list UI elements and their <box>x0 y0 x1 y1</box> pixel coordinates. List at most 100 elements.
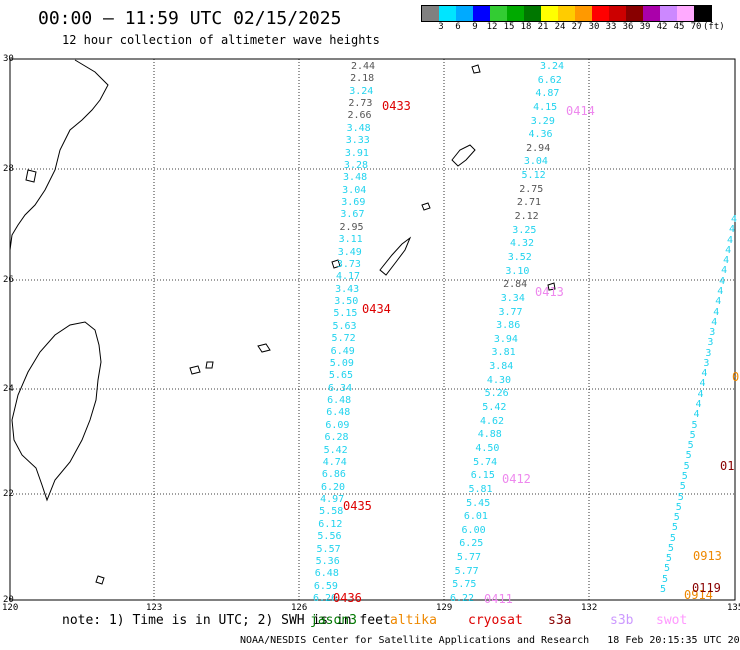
wave-height-value: 3.69 <box>341 197 366 209</box>
wave-height-value: 3.33 <box>345 135 370 147</box>
pass-time-label: 0434 <box>362 302 391 316</box>
wave-height-value: 3.67 <box>340 209 365 221</box>
credit-line: NOAA/NESDIS Center for Satellite Applica… <box>240 635 740 646</box>
wave-height-value: 5.72 <box>331 333 356 345</box>
wave-height-value: 6.48 <box>327 395 352 407</box>
scale-swatch <box>626 6 643 21</box>
wave-height-value: 6.00 <box>461 524 486 536</box>
scale-label: 18 <box>520 22 532 32</box>
island-9 <box>471 64 481 74</box>
wave-height-value: 4 <box>725 244 732 256</box>
wave-height-value: 5.56 <box>317 531 342 543</box>
wave-height-value: 6.26 <box>313 593 338 604</box>
wave-height-value: 4.74 <box>322 456 347 468</box>
pass-time-label: 0413 <box>535 285 564 299</box>
wave-height-value: 4 <box>723 255 730 267</box>
wave-height-value: 6.34 <box>328 382 353 394</box>
wave-height-value: 6.09 <box>325 419 350 431</box>
wave-height-value: 3.24 <box>349 85 374 97</box>
wave-height-value: 5.75 <box>452 579 477 591</box>
scale-swatch <box>490 6 507 21</box>
color-scale-bar <box>421 5 712 22</box>
scale-swatch <box>558 6 575 21</box>
scale-swatch <box>422 6 439 21</box>
lon-label: 123 <box>146 603 163 613</box>
wave-height-value: 5.65 <box>328 370 353 382</box>
wave-height-value: 2.73 <box>348 98 373 110</box>
scale-swatch <box>575 6 592 21</box>
scale-swatch <box>439 6 456 21</box>
scale-swatch <box>473 6 490 21</box>
wave-height-value: 5 <box>685 450 692 462</box>
scale-label: 15 <box>503 22 515 32</box>
graticule <box>10 59 735 600</box>
lon-label: 126 <box>291 603 308 613</box>
scale-swatch <box>541 6 558 21</box>
wave-height-value: 5 <box>683 460 690 472</box>
wave-height-value: 6.25 <box>459 538 484 550</box>
wave-height-value: 5 <box>679 481 686 493</box>
lat-label: 20 <box>3 595 14 605</box>
wave-height-value: 3.48 <box>346 122 371 134</box>
kyushu-coast <box>9 59 109 251</box>
wave-height-value: 4 <box>721 265 728 277</box>
wave-height-value: 4.32 <box>510 238 535 250</box>
wave-height-value: 4.17 <box>335 271 361 283</box>
wave-height-value: 6.62 <box>537 74 562 86</box>
scale-label: (ft) <box>703 22 725 32</box>
legend-s3a: s3a <box>548 613 572 628</box>
island-1 <box>189 365 201 375</box>
map-frame <box>9 58 736 601</box>
scale-label: 39 <box>639 22 651 32</box>
wave-height-value: 5.63 <box>332 320 357 332</box>
wave-height-value: 6.01 <box>463 511 488 523</box>
wave-height-value: 4 <box>701 368 708 380</box>
wave-height-value: 2.95 <box>339 221 364 233</box>
wave-height-value: 5 <box>691 419 698 431</box>
wave-height-value: 6.12 <box>318 518 343 530</box>
legend-cryosat: cryosat <box>468 613 523 628</box>
wave-height-value: 3.48 <box>343 172 368 184</box>
wave-height-value: 2.71 <box>516 197 542 209</box>
wave-height-value: 2.94 <box>526 142 551 154</box>
wave-height-value: 5 <box>671 522 678 534</box>
wave-height-value: 5.57 <box>316 543 341 555</box>
wave-height-value: 4 <box>711 316 718 328</box>
wave-height-value: 3.43 <box>335 283 360 295</box>
wave-height-value: 5.74 <box>473 456 498 468</box>
wave-height-value: 2.44 <box>351 61 376 72</box>
wave-height-value: 5 <box>681 470 688 482</box>
okinawa-coast <box>379 236 412 276</box>
wave-height-value: 5 <box>663 563 670 575</box>
wave-height-value: 3.28 <box>343 159 369 171</box>
lat-label: 30 <box>3 54 14 64</box>
scale-label: 12 <box>486 22 498 32</box>
wave-height-value: 5 <box>673 512 680 524</box>
wave-height-value: 5.77 <box>454 565 479 577</box>
wave-height-value: 6.20 <box>320 481 346 493</box>
wave-height-value: 4.97 <box>320 494 345 506</box>
scale-label: 3 <box>438 22 444 32</box>
pass-time-label: 0914 <box>684 588 713 602</box>
wave-height-value: 5.77 <box>456 552 482 564</box>
lat-label: 28 <box>3 164 14 174</box>
wave-height-value: 3.84 <box>489 361 514 373</box>
wave-height-value: 3.04 <box>523 156 548 168</box>
amami-coast <box>451 144 476 167</box>
wave-height-value: 5.15 <box>333 308 358 320</box>
wave-height-value: 2.12 <box>514 211 539 223</box>
wave-height-value: 2.66 <box>347 110 372 122</box>
wave-height-value: 3 <box>707 337 714 349</box>
map-subtitle: 12 hour collection of altimeter wave hei… <box>62 33 380 47</box>
wave-height-value: 3.25 <box>512 224 537 236</box>
wave-height-value: 6.86 <box>321 469 346 481</box>
wave-height-value: 3.11 <box>338 234 363 246</box>
legend-altika: altika <box>390 613 437 628</box>
wave-height-value: 5 <box>687 440 694 452</box>
wave-height-value: 5.42 <box>482 402 507 414</box>
scale-label: 24 <box>554 22 566 32</box>
lon-label: 129 <box>436 603 453 613</box>
wave-height-value: 4.15 <box>533 101 558 113</box>
scale-label: 21 <box>537 22 549 32</box>
wave-height-value: 4.88 <box>477 429 502 441</box>
